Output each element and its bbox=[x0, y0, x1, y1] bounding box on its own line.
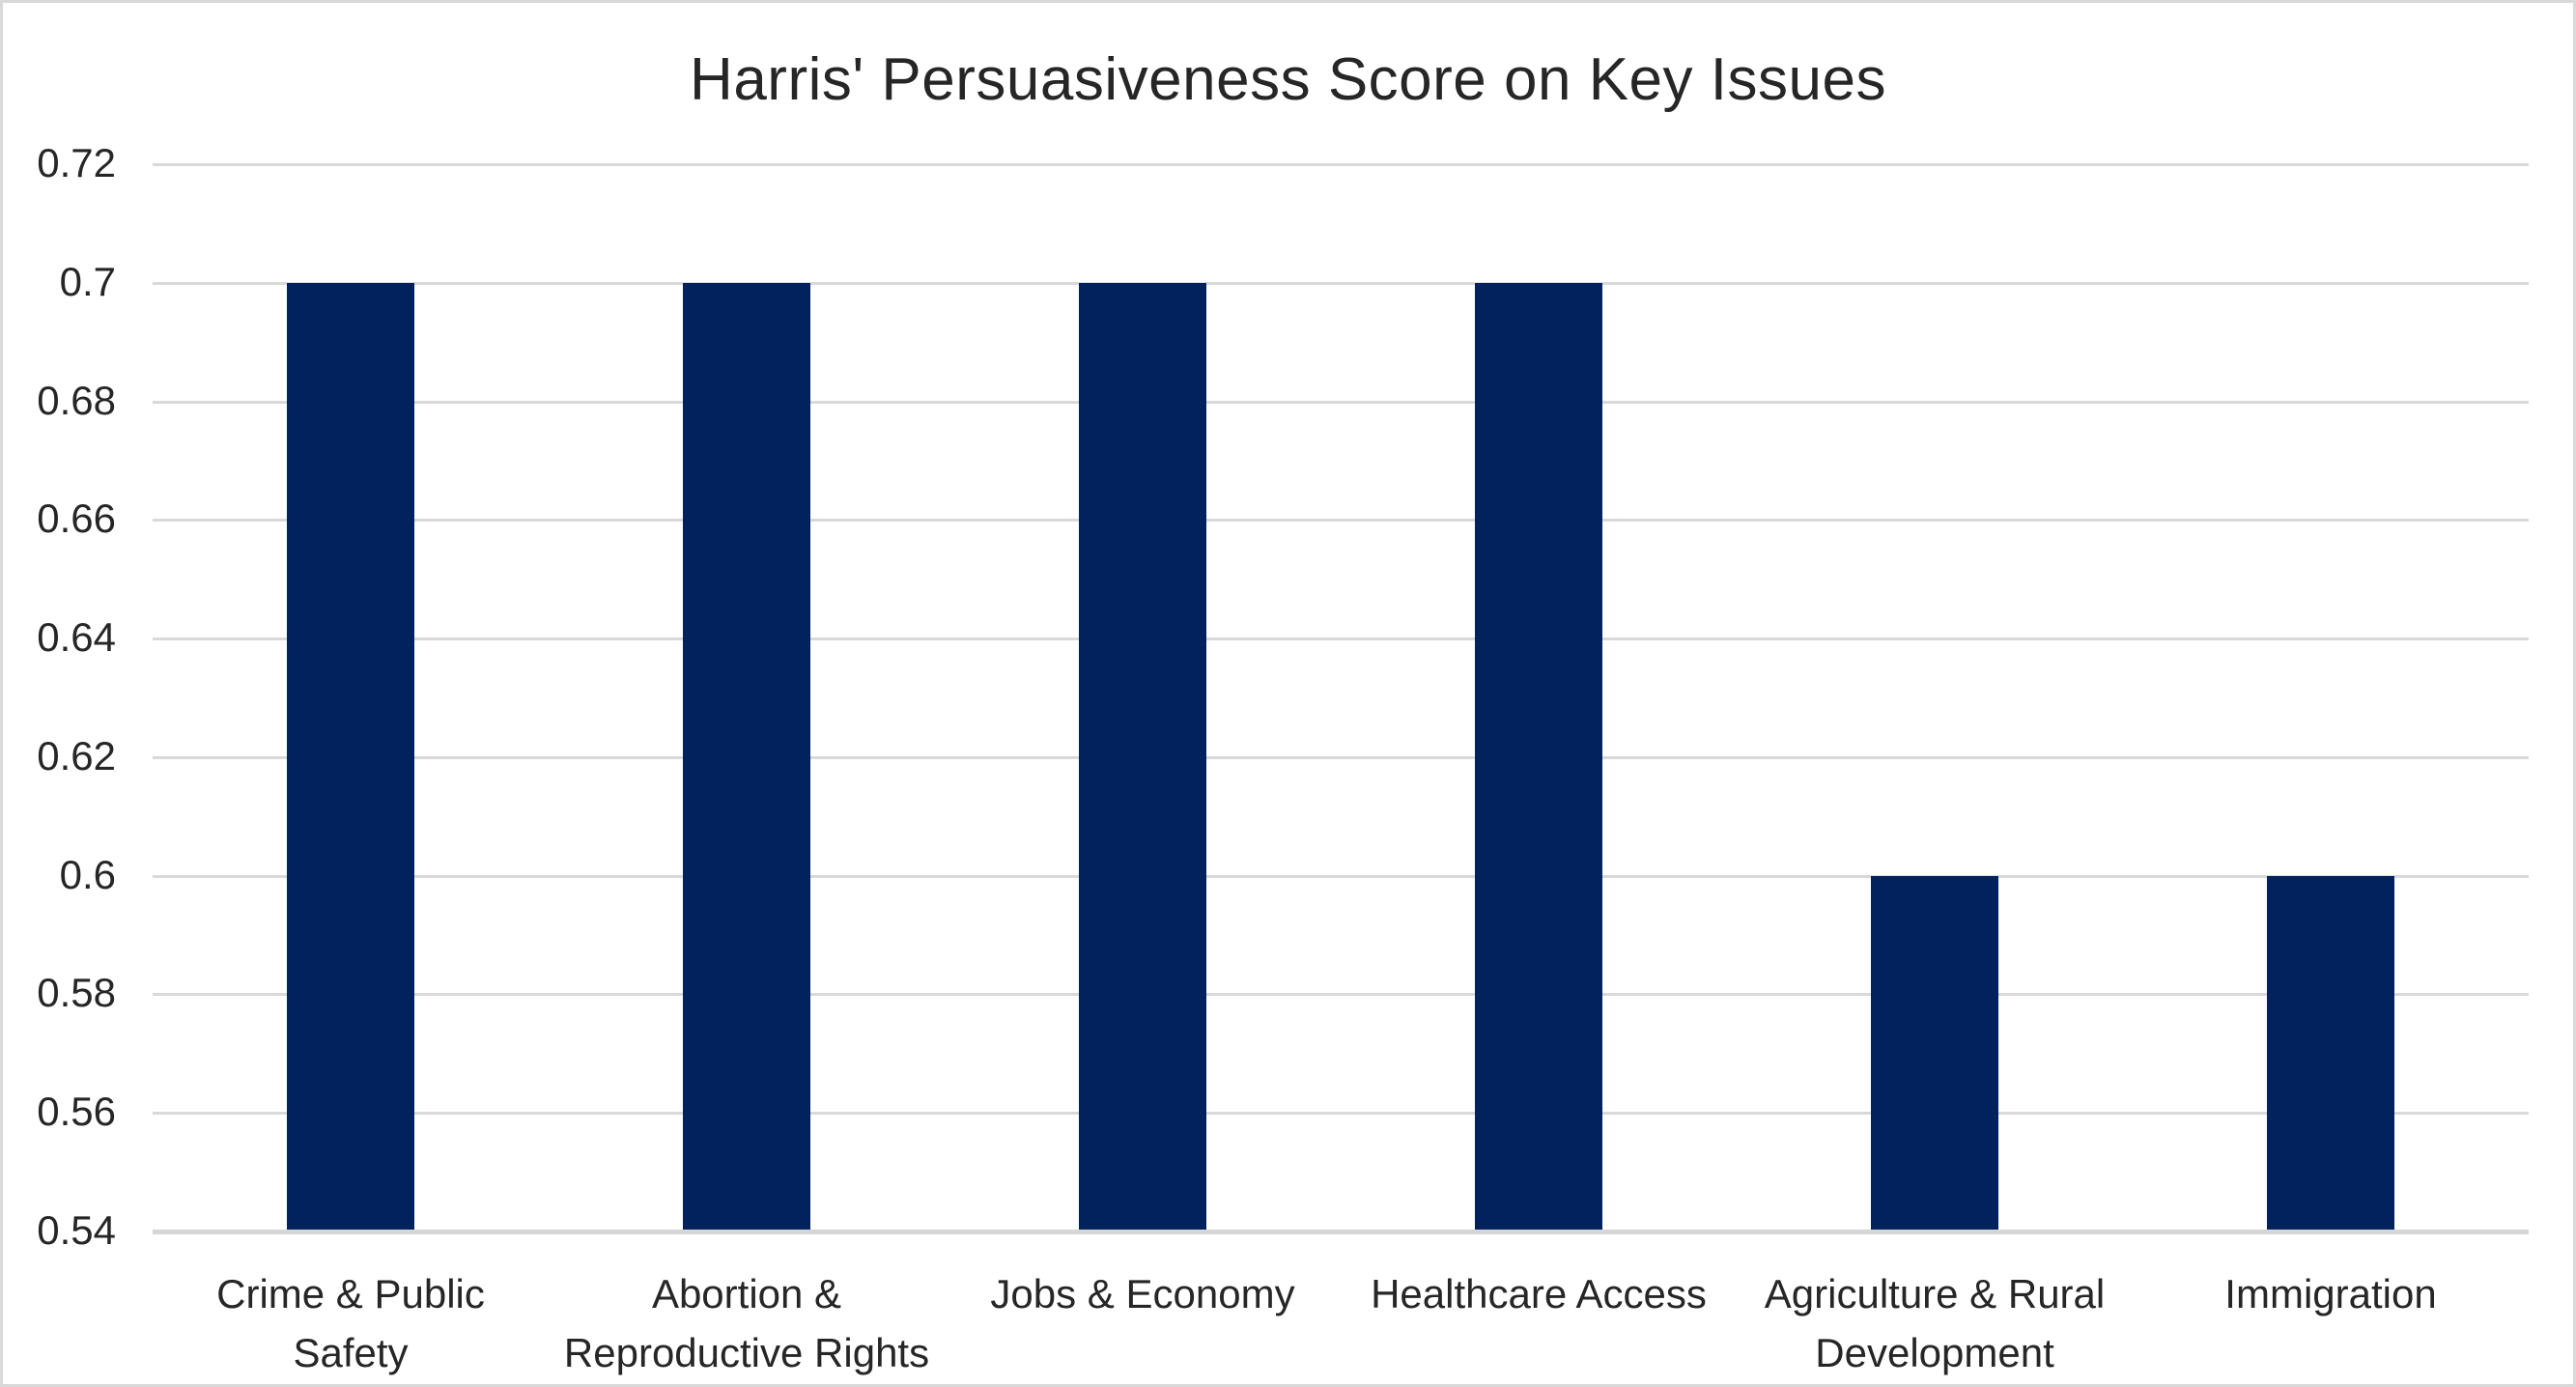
x-tick-label-line: Jobs & Economy bbox=[990, 1271, 1295, 1316]
x-tick-label: Abortion & Reproductive Rights bbox=[520, 1264, 974, 1382]
x-tick-label-line: Safety bbox=[293, 1330, 409, 1375]
x-tick-label: Agriculture & Rural Development bbox=[1708, 1264, 2162, 1382]
y-tick-label: 0.7 bbox=[59, 258, 116, 304]
bar bbox=[2267, 875, 2394, 1231]
x-tick-label: Immigration bbox=[2104, 1264, 2558, 1323]
y-tick-label: 0.62 bbox=[37, 732, 116, 778]
y-gridline bbox=[153, 755, 2529, 759]
x-tick-label-line: Agriculture & Rural bbox=[1764, 1271, 2106, 1316]
y-gridline bbox=[153, 281, 2529, 285]
y-tick-label: 0.56 bbox=[37, 1089, 116, 1135]
x-tick-label-line: Development bbox=[1815, 1330, 2054, 1375]
y-gridline bbox=[153, 400, 2529, 404]
y-tick-label: 0.6 bbox=[59, 851, 116, 897]
y-tick-label: 0.58 bbox=[37, 970, 116, 1016]
y-tick-label: 0.72 bbox=[37, 140, 116, 186]
x-tick-label-line: Reproductive Rights bbox=[563, 1330, 930, 1375]
y-tick-label: 0.54 bbox=[37, 1207, 116, 1254]
x-tick-label-line: Abortion & bbox=[651, 1271, 842, 1316]
bar bbox=[286, 282, 414, 1231]
y-tick-label: 0.64 bbox=[37, 614, 116, 661]
y-gridline bbox=[153, 874, 2529, 878]
x-tick-label: Healthcare Access bbox=[1312, 1264, 1766, 1323]
x-tick-label-line: Immigration bbox=[2224, 1271, 2437, 1316]
y-tick-label: 0.66 bbox=[37, 495, 116, 542]
bar bbox=[683, 282, 810, 1231]
bar bbox=[1475, 282, 1602, 1231]
y-gridline bbox=[153, 519, 2529, 523]
bar bbox=[1871, 875, 1998, 1231]
y-gridline bbox=[153, 993, 2529, 997]
y-gridline bbox=[153, 637, 2529, 641]
x-tick-label: Crime & Public Safety bbox=[124, 1264, 578, 1382]
bar bbox=[1079, 282, 1206, 1231]
x-tick-label-line: Crime & Public bbox=[216, 1271, 485, 1316]
x-axis-line bbox=[153, 1230, 2529, 1234]
x-tick-label-line: Healthcare Access bbox=[1371, 1271, 1707, 1316]
chart-title: Harris' Persuasiveness Score on Key Issu… bbox=[690, 46, 1886, 113]
y-gridline bbox=[153, 1112, 2529, 1116]
plot-area: 0.54 0.56 0.58 0.6 0.62 0.64 0.66 0.68 0.7 0.72 Cr… bbox=[37, 140, 2529, 1375]
y-tick-label: 0.68 bbox=[37, 377, 116, 423]
x-tick-label: Jobs & Economy bbox=[916, 1264, 1370, 1323]
y-gridline bbox=[153, 163, 2529, 166]
